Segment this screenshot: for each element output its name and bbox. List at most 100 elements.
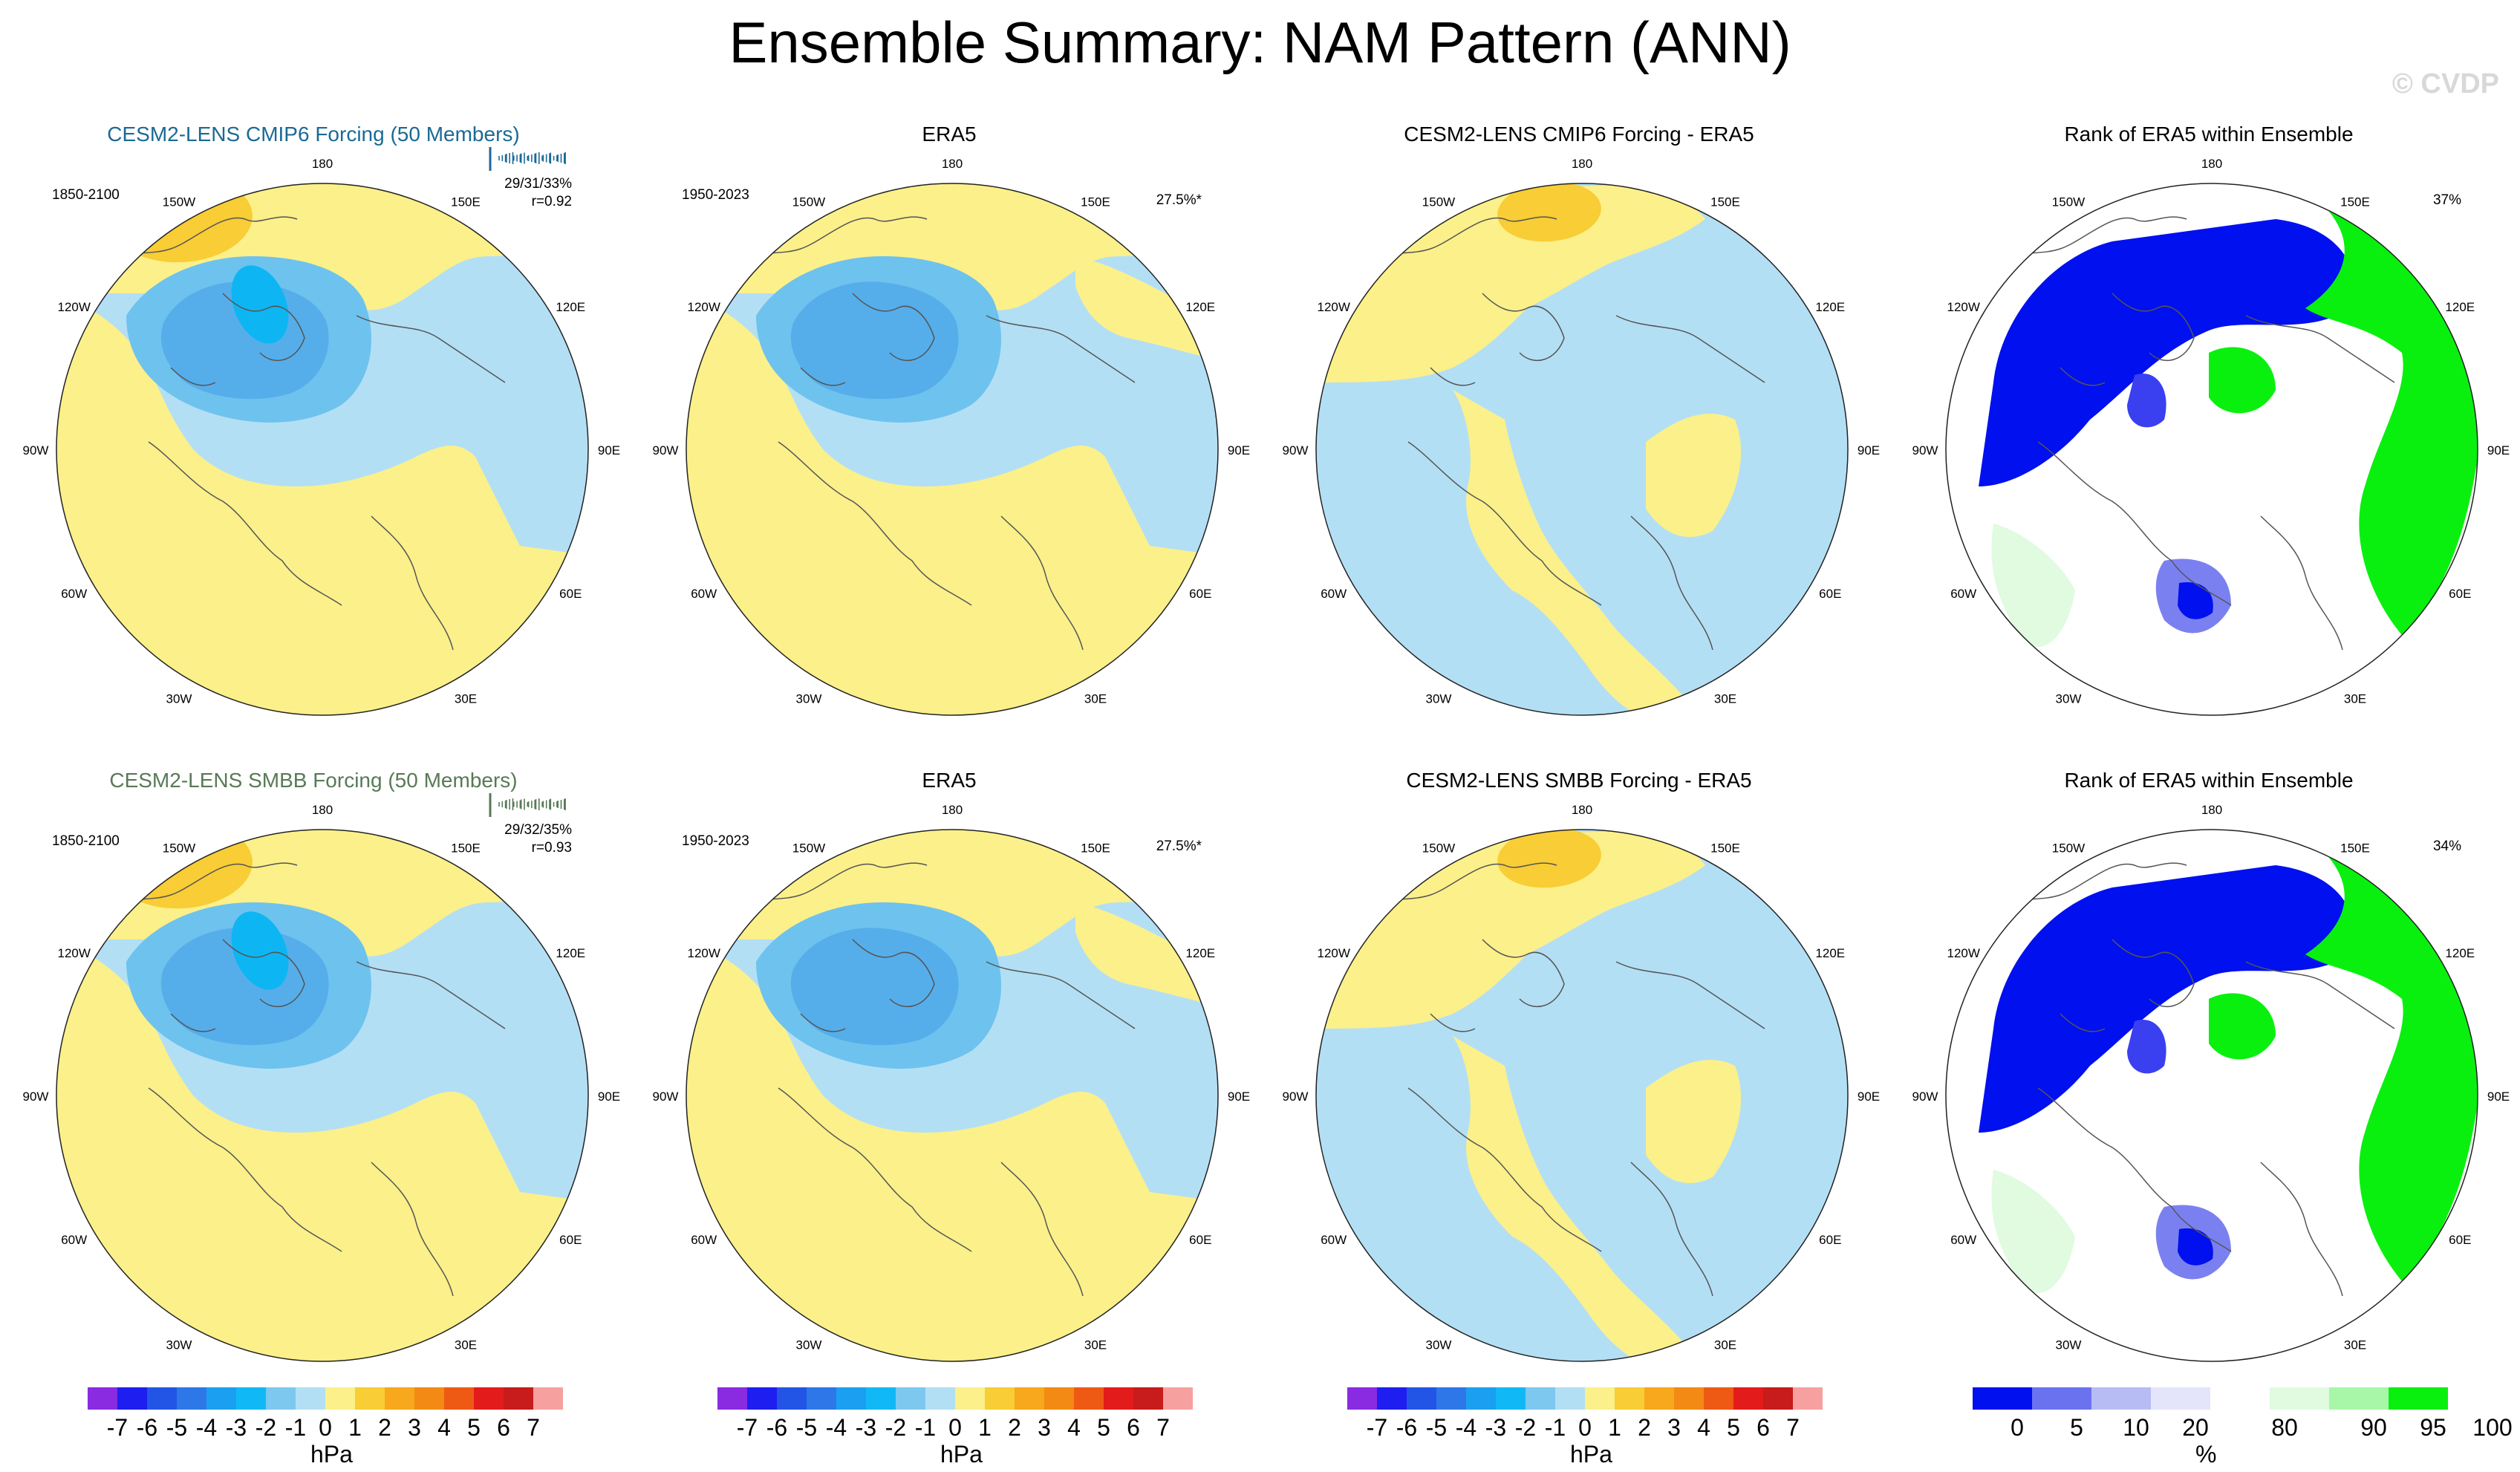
longitude-label: 120W — [58, 946, 91, 960]
longitude-label: 60W — [61, 587, 87, 601]
colorbar-rank: 0 5 10 20 80 90 95 100% — [1973, 1387, 2513, 1469]
colorbar-tick-label: -6 — [136, 1414, 158, 1441]
colorbar-tick-label: 2 — [1008, 1414, 1021, 1441]
panel-title: CESM2-LENS CMIP6 Forcing (50 Members) — [107, 123, 520, 146]
colorbar-tick-label: -7 — [736, 1414, 758, 1441]
colorbar-tick-label: 100 — [2472, 1414, 2513, 1441]
colorbar-unit: hPa — [310, 1441, 353, 1468]
colorbar-swatch — [925, 1387, 955, 1410]
field-yellow-southtongue — [1453, 1036, 1705, 1361]
colorbar-tick-label: -4 — [195, 1414, 218, 1441]
longitude-label: 30W — [1426, 691, 1452, 706]
colorbar-tick-label: 90 — [2360, 1414, 2387, 1441]
colorbar-tick-label: 6 — [1127, 1414, 1140, 1441]
longitude-label: 90E — [1858, 443, 1880, 457]
longitude-label: 30E — [2344, 691, 2366, 706]
longitude-label: 120E — [1815, 300, 1845, 314]
longitude-label: 30W — [796, 691, 822, 706]
colorbar-swatch — [807, 1387, 836, 1410]
map-panel-6: ERA5180150E120E90E60E30E030W60W90W120W15… — [630, 717, 1260, 1370]
rank-field-blue-core — [2178, 582, 2213, 619]
colorbar-tick-label: -6 — [766, 1414, 788, 1441]
panel-title: CESM2-LENS CMIP6 Forcing - ERA5 — [1404, 123, 1754, 146]
colorbar-swatch — [1555, 1387, 1585, 1410]
colorbar-swatch — [206, 1387, 236, 1410]
map-boundary — [1945, 183, 2478, 716]
correlation-label: r=0.93 — [532, 840, 572, 856]
map-boundary — [56, 829, 589, 1362]
longitude-label: 30E — [1084, 691, 1107, 706]
colorbar-swatch — [177, 1387, 206, 1410]
colorbar-tick-label: -1 — [284, 1414, 307, 1441]
longitude-label: 30E — [1714, 691, 1736, 706]
colorbar-swatch — [474, 1387, 504, 1410]
longitude-label: 30E — [455, 1338, 477, 1352]
colorbar-tick-label: -5 — [166, 1414, 188, 1441]
colorbar-swatch — [1733, 1387, 1763, 1410]
field-yellow-southtongue — [1453, 390, 1705, 715]
longitude-label: 30E — [1714, 1338, 1736, 1352]
longitude-label: 150E — [451, 841, 481, 856]
colorbar-swatch — [777, 1387, 807, 1410]
longitude-label: 60W — [61, 1233, 87, 1247]
longitude-label: 150W — [792, 195, 825, 209]
longitude-label: 30E — [455, 691, 477, 706]
rank-field-light-blue — [2068, 830, 2114, 843]
longitude-label: 120W — [688, 946, 720, 960]
polar-map: 180150E120E90E60E30E030W60W90W120W150W — [1283, 803, 1880, 1362]
colorbar-tick-label: 5 — [467, 1414, 481, 1441]
longitude-label: 30W — [166, 691, 192, 706]
statistic-label: 34% — [2433, 838, 2461, 854]
colorbar-swatch — [1436, 1387, 1466, 1410]
longitude-label: 180 — [312, 803, 333, 817]
colorbar-swatch — [2389, 1387, 2448, 1410]
colorbar-tick-label: 0 — [319, 1414, 332, 1441]
rank-field-light-blue — [2068, 183, 2114, 197]
panel-title: Rank of ERA5 within Ensemble — [2064, 769, 2354, 792]
longitude-label: 180 — [1572, 157, 1592, 171]
colorbar-swatch — [1644, 1387, 1674, 1410]
coastline — [88, 862, 506, 1297]
field-cyan-core — [231, 911, 289, 990]
colorbar-swatch — [2329, 1387, 2389, 1410]
colorbar-tick-label: -3 — [1485, 1414, 1507, 1441]
colorbar-tick-label: 6 — [497, 1414, 510, 1441]
colorbar-tick-label: 3 — [1667, 1414, 1681, 1441]
coastline — [1348, 216, 1765, 651]
longitude-label: 30W — [796, 1338, 822, 1352]
colorbar-swatch — [296, 1387, 325, 1410]
rank-field-green-inner — [2209, 993, 2276, 1060]
colorbar-tick-label: -1 — [1544, 1414, 1566, 1441]
rank-field-green-inner — [2209, 347, 2276, 414]
longitude-label: 150E — [2340, 195, 2370, 209]
colorbar-swatch — [1704, 1387, 1733, 1410]
longitude-label: 150W — [163, 195, 195, 209]
longitude-label: 90E — [1228, 1090, 1250, 1104]
colorbar-tick-label: 4 — [437, 1414, 451, 1441]
longitude-label: 180 — [942, 157, 963, 171]
colorbar-swatch — [1104, 1387, 1133, 1410]
longitude-label: 120W — [688, 300, 720, 314]
correlation-label: r=0.92 — [532, 194, 572, 209]
field-yellow-south — [56, 939, 588, 1361]
colorbar-tick-label: 0 — [1578, 1414, 1592, 1441]
longitude-label: 120E — [1185, 300, 1215, 314]
longitude-label: 120E — [1815, 946, 1845, 960]
polar-map: 180150E120E90E60E30E030W60W90W120W150W19… — [653, 803, 1250, 1362]
colorbar-tick-label: 7 — [1786, 1414, 1800, 1441]
colorbar-swatch — [985, 1387, 1015, 1410]
colorbar-tick-label: 20 — [2182, 1414, 2209, 1441]
period-label: 1850-2100 — [52, 187, 120, 203]
coastline — [88, 216, 506, 651]
period-label: 1950-2023 — [682, 833, 749, 849]
rank-field-blue-spot — [2127, 1020, 2166, 1074]
longitude-label: 90W — [653, 443, 679, 457]
longitude-label: 90E — [2487, 443, 2510, 457]
rank-field-light-green — [1991, 1170, 2075, 1294]
longitude-label: 60E — [1189, 587, 1211, 601]
map-panel-3: CESM2-LENS CMIP6 Forcing - ERA5 180 150E 12… — [1260, 71, 1889, 724]
colorbar-tick-label: 1 — [348, 1414, 362, 1441]
colorbar-swatch — [1793, 1387, 1823, 1410]
map-boundary — [1315, 829, 1849, 1362]
colorbar-swatch — [2151, 1387, 2210, 1410]
